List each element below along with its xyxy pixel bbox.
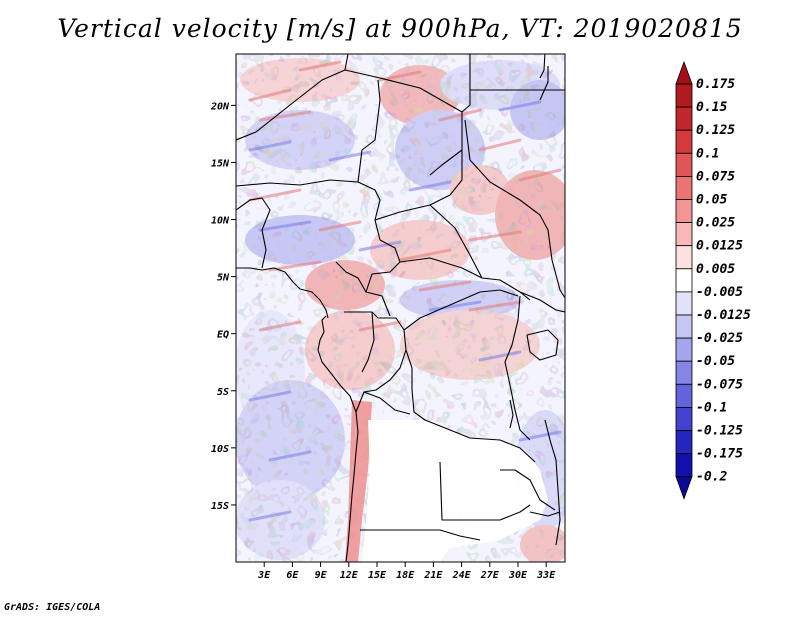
- colorbar-label: 0.175: [696, 77, 735, 92]
- colorbar-swatch: [675, 430, 693, 455]
- colorbar-swatch: [675, 314, 693, 339]
- lat-tick-label: 10N: [211, 216, 230, 227]
- colorbar-label: 0.05: [696, 193, 727, 208]
- colorbar-label: 0.15: [696, 100, 727, 115]
- colorbar-label: -0.075: [696, 377, 743, 392]
- lat-tick-label: 10S: [211, 444, 229, 455]
- colorbar-swatch: [675, 199, 693, 224]
- colorbar-cap-bottom: [675, 476, 693, 500]
- lon-tick-label: 12E: [340, 570, 359, 581]
- velocity-field: [236, 54, 565, 562]
- colorbar-label: 0.005: [696, 262, 735, 277]
- colorbar-label: -0.1: [696, 400, 727, 415]
- lat-tick-label: 15N: [211, 158, 230, 169]
- lat-tick-label: 5S: [217, 387, 229, 398]
- lon-tick-label: 6E: [286, 570, 299, 581]
- colorbar-label: 0.1: [696, 146, 719, 161]
- colorbar: 0.175 0.15 0.125 0.1 0.075 0.05 0.025 0.0125 0.0…: [675, 60, 751, 500]
- colorbar-swatch: [675, 222, 693, 247]
- lon-tick-label: 27E: [480, 570, 500, 581]
- colorbar-swatch: [675, 83, 693, 108]
- colorbar-label: -0.2: [696, 470, 727, 485]
- map-title: Vertical velocity [m/s] at 900hPa, VT: 2…: [57, 14, 743, 43]
- colorbar-swatch: [675, 152, 693, 177]
- lon-tick-label: 3E: [257, 570, 271, 581]
- lon-tick-label: 9E: [315, 570, 328, 581]
- lon-tick-label: 21E: [423, 570, 443, 581]
- country-borders: [236, 54, 565, 562]
- colorbar-label: -0.005: [696, 285, 743, 300]
- colorbar-swatch: [675, 175, 693, 200]
- colorbar-label: -0.0125: [696, 308, 751, 323]
- colorbar-swatch: [675, 337, 693, 362]
- lon-tick-label: 18E: [396, 570, 415, 581]
- colorbar-label: -0.175: [696, 447, 743, 462]
- colorbar-swatch: [675, 406, 693, 431]
- map-axes: 20N 15N 10N 5N EQ 5S 10S 15S 3E 6E 9E 12E 15E 18E 21E 2…: [210, 101, 556, 581]
- colorbar-swatch: [675, 360, 693, 385]
- colorbar-label: -0.025: [696, 331, 743, 346]
- colorbar-swatch: [675, 129, 693, 154]
- lat-tick-label: 20N: [210, 101, 230, 112]
- colorbar-label: 0.0125: [696, 239, 743, 254]
- colorbar-swatch: [675, 245, 693, 270]
- lat-tick-label: 5N: [217, 273, 230, 284]
- colorbar-label: 0.025: [696, 216, 735, 231]
- colorbar-label: -0.05: [696, 354, 735, 369]
- lat-tick-label: EQ: [217, 330, 229, 341]
- lat-tick-label: 15S: [211, 501, 229, 512]
- lon-tick-label: 33E: [536, 570, 556, 581]
- colorbar-swatch: [675, 291, 693, 316]
- colorbar-label: 0.075: [696, 169, 735, 184]
- colorbar-swatch: [675, 268, 693, 293]
- colorbar-swatch: [675, 383, 693, 408]
- lon-tick-label: 24E: [452, 570, 472, 581]
- map-frame: [235, 53, 566, 563]
- colorbar-label: 0.125: [696, 123, 735, 138]
- colorbar-cap-top: [675, 60, 693, 85]
- colorbar-swatch: [675, 453, 693, 478]
- colorbar-label: -0.125: [696, 424, 743, 439]
- grads-credit: GrADS: IGES/COLA: [4, 602, 101, 613]
- lon-tick-label: 30E: [508, 570, 528, 581]
- colorbar-swatch: [675, 106, 693, 131]
- lon-tick-label: 15E: [368, 570, 387, 581]
